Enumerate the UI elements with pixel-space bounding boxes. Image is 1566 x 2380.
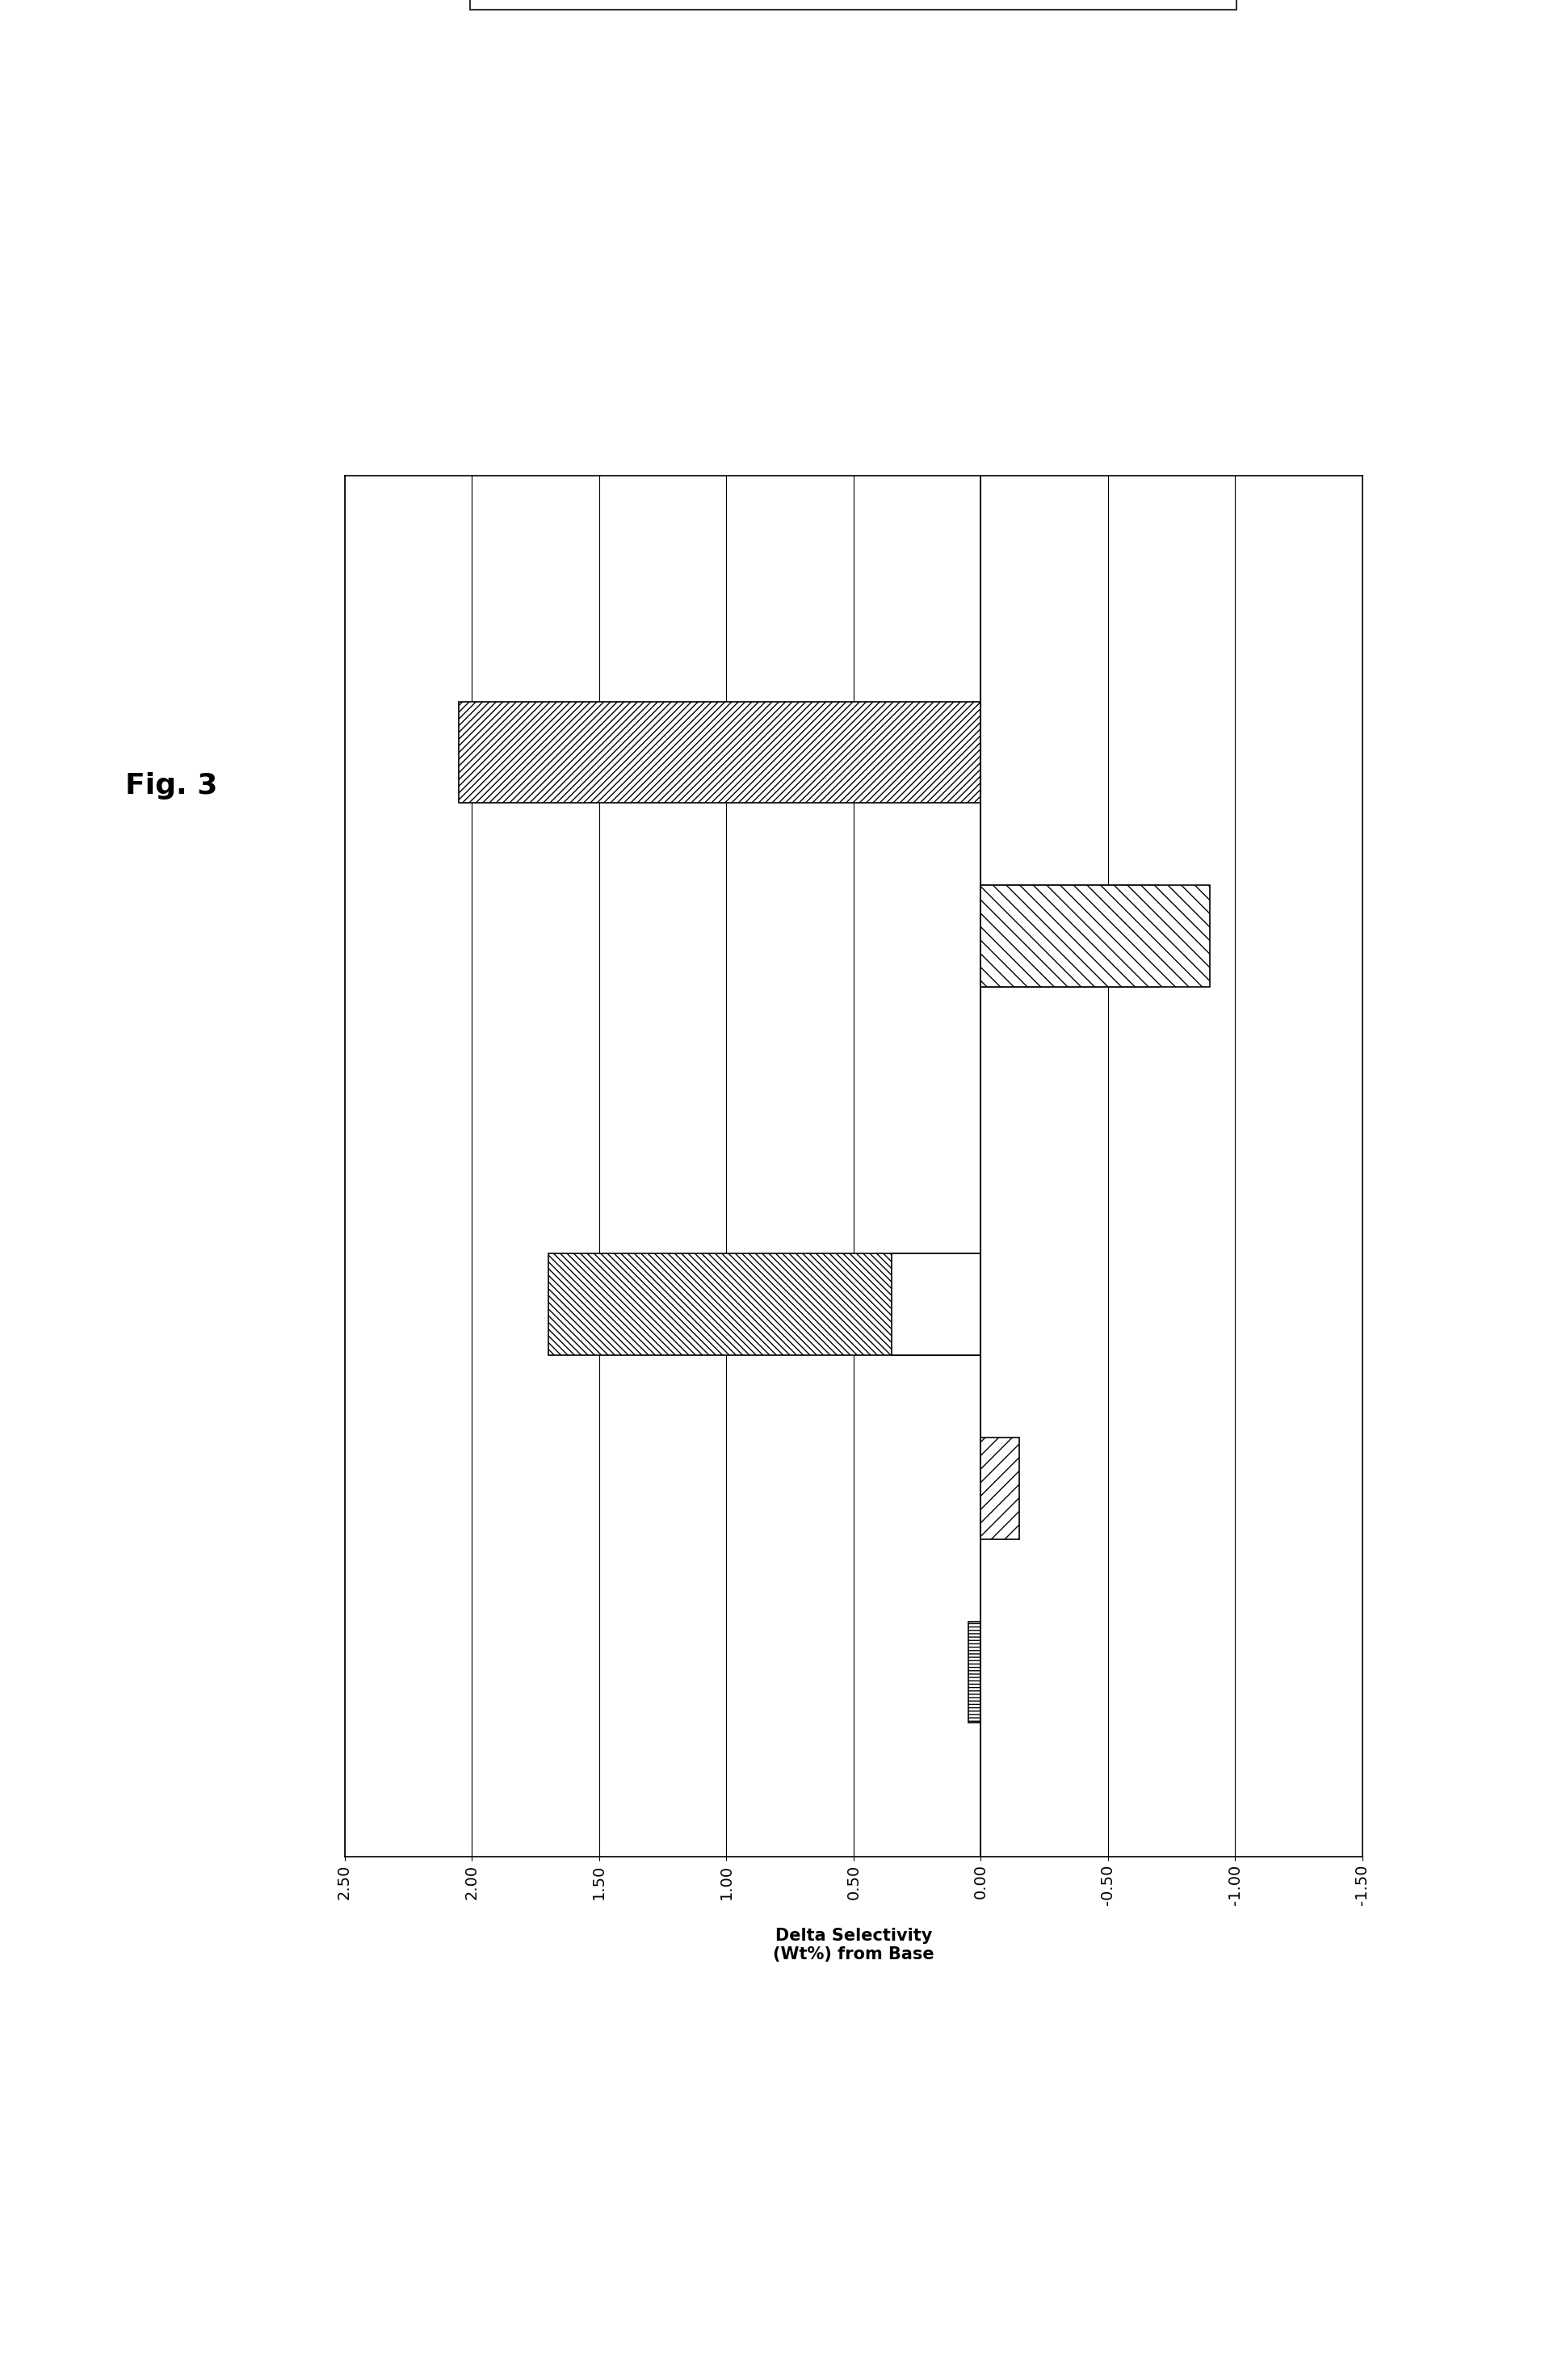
Bar	[891, 1254, 980, 1354]
Bar	[980, 1438, 1019, 1540]
Text: Fig. 3: Fig. 3	[125, 771, 218, 800]
Bar	[980, 885, 1159, 988]
Bar	[459, 702, 980, 802]
Bar	[980, 885, 1211, 988]
X-axis label: Delta Selectivity
(Wt%) from Base: Delta Selectivity (Wt%) from Base	[774, 1928, 933, 1964]
Legend: H2, Total C2-, LPG, Gasoline, LCO, HCO, Conversion: H2, Total C2-, LPG, Gasoline, LCO, HCO, …	[470, 0, 1237, 10]
Bar	[548, 1254, 980, 1354]
Bar	[968, 1621, 980, 1723]
